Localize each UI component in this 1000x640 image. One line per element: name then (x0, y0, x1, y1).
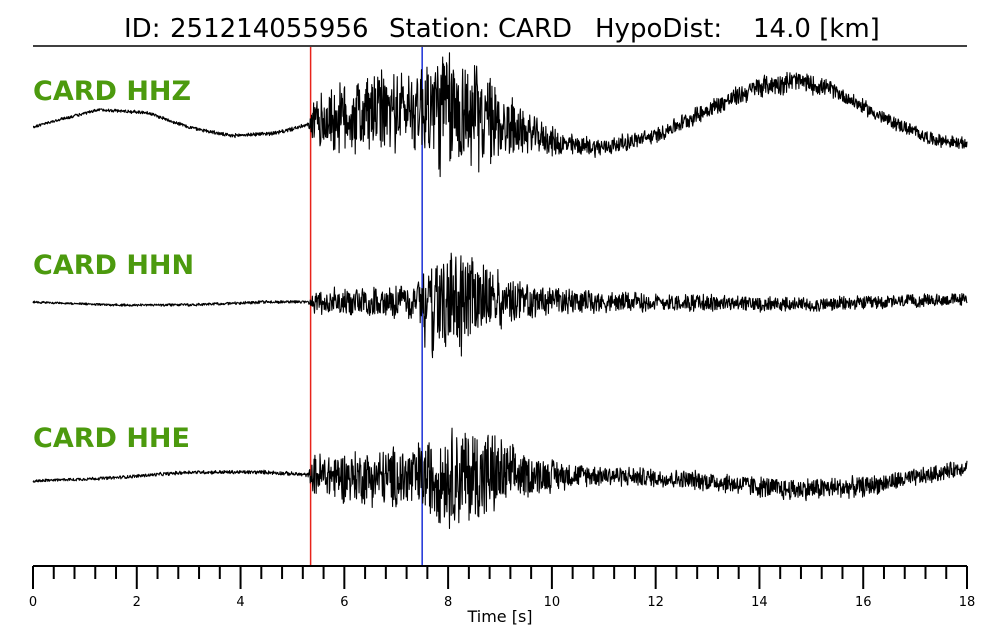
x-tick-label: 12 (647, 595, 664, 610)
title-hypodist-value: 14.0 [km] (753, 14, 880, 44)
x-tick-label: 18 (959, 595, 976, 610)
title-station-label: Station: (389, 14, 490, 44)
title-id-label: ID: (124, 14, 160, 44)
title-station-value: CARD (498, 14, 572, 44)
trace-hhz (32, 52, 968, 178)
x-tick-label: 16 (855, 595, 872, 610)
title-hypodist-label: HypoDist: (595, 14, 722, 44)
x-tick-label: 14 (751, 595, 768, 610)
x-tick-label: 6 (340, 595, 348, 610)
trace-hhe (32, 427, 968, 530)
x-tick-label: 8 (444, 595, 452, 610)
x-tick-label: 2 (133, 595, 141, 610)
waveform-traces (32, 52, 968, 530)
trace-label-hhn: CARD HHN (33, 250, 194, 281)
title-id-value: 251214055956 (170, 14, 369, 44)
time-axis: 0 2 4 6 8 10 12 14 16 18 (29, 565, 976, 610)
trace-label-hhz: CARD HHZ (33, 76, 191, 107)
x-axis-label: Time [s] (466, 607, 532, 626)
trace-label-hhe: CARD HHE (33, 423, 190, 454)
x-tick-label: 4 (236, 595, 244, 610)
trace-hhn (32, 252, 968, 359)
x-tick-label: 0 (29, 595, 37, 610)
x-tick-label: 10 (544, 595, 561, 610)
